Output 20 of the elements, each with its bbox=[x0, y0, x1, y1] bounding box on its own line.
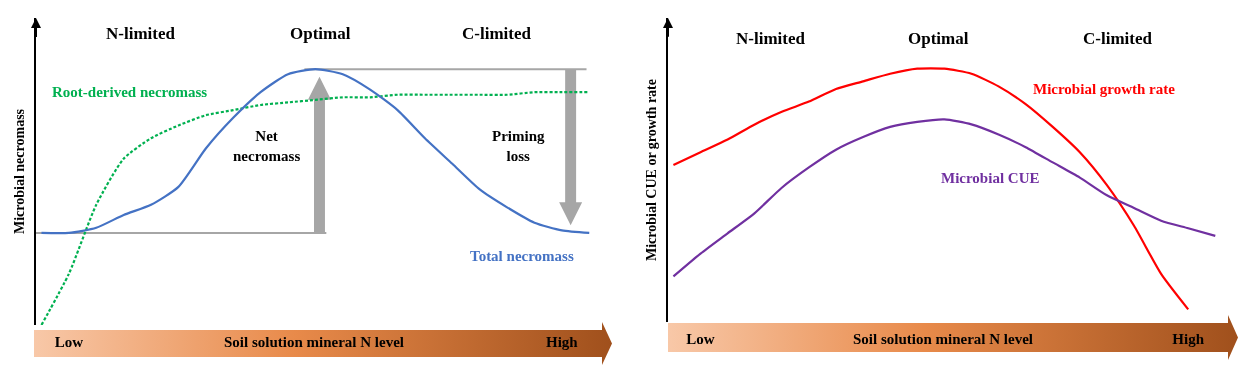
annotation: Net necromass bbox=[233, 128, 301, 164]
annotation: Priming loss bbox=[492, 128, 545, 164]
text: N-limited bbox=[106, 24, 176, 43]
y-axis-title: Microbial necromass bbox=[12, 108, 28, 235]
series-label: Root-derived necromass bbox=[52, 84, 208, 100]
text: C-limited bbox=[462, 24, 532, 43]
series-label: Microbial growth rate bbox=[1033, 81, 1176, 97]
x-tick-label: Low bbox=[686, 331, 715, 347]
text: C-limited bbox=[1083, 29, 1153, 48]
x-axis-title: Soil solution mineral N level bbox=[224, 334, 404, 350]
x-tick-label: High bbox=[546, 334, 579, 350]
series-label: Total necromass bbox=[470, 248, 574, 264]
series-label: Microbial CUE bbox=[941, 170, 1040, 186]
y-axis-title: Microbial CUE or growth rate bbox=[644, 79, 660, 261]
x-tick-label: High bbox=[1172, 331, 1205, 347]
x-tick-label: Low bbox=[54, 334, 84, 350]
text: Optimal bbox=[290, 24, 351, 43]
text: Optimal bbox=[908, 29, 969, 48]
x-axis-title: Soil solution mineral N level bbox=[853, 331, 1033, 347]
text: N-limited bbox=[736, 29, 806, 48]
